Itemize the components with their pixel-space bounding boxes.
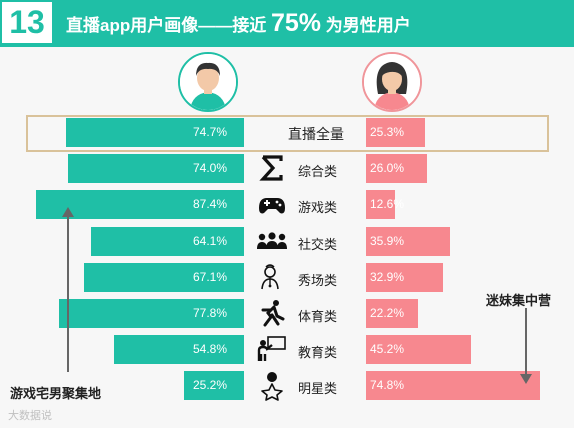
title-prefix: 直播app用户画像——接近	[66, 16, 267, 35]
performer-icon	[256, 261, 288, 293]
page-title: 直播app用户画像——接近 75% 为男性用户	[66, 0, 411, 47]
category-label-2: 游戏类	[298, 200, 338, 216]
value-label-female-2: 12.6%	[370, 197, 405, 212]
bar-male-0	[66, 118, 244, 147]
bar-male-3	[91, 226, 244, 256]
watermark: 大数据说	[8, 410, 52, 422]
bar-female-3	[366, 226, 450, 256]
bar-female-1	[366, 154, 427, 184]
category-label-4: 秀场类	[298, 272, 338, 288]
category-label-5: 体育类	[298, 309, 338, 324]
title-suffix: 为男性用户	[325, 16, 411, 35]
value-label-female-6: 45.2%	[370, 342, 405, 357]
bar-male-1	[67, 154, 244, 184]
bar-female-0	[366, 118, 425, 147]
bar-female-5	[366, 299, 418, 328]
bar-male-6	[113, 335, 244, 365]
left-arrow-head	[62, 207, 74, 217]
value-label-male-1: 74.0%	[193, 161, 228, 176]
category-label-1: 综合类	[298, 164, 338, 180]
male-avatar-icon	[178, 52, 238, 112]
star-person-icon	[256, 369, 288, 402]
category-label-6: 教育类	[298, 345, 338, 361]
sigma-icon	[256, 152, 288, 184]
value-label-male-6: 54.8%	[193, 342, 228, 357]
bar-female-6	[366, 335, 472, 365]
category-label-0: 直播全量	[288, 126, 344, 142]
bar-female-4	[366, 262, 443, 292]
value-label-female-4: 32.9%	[370, 269, 405, 284]
bar-male-7	[184, 371, 244, 401]
female-avatar-icon	[362, 52, 422, 112]
runner-icon	[256, 297, 288, 329]
right-arrow-head	[520, 374, 532, 384]
value-label-female-0: 25.3%	[370, 125, 405, 139]
header-bar: 13 直播app用户画像——接近 75% 为男性用户	[0, 0, 574, 47]
value-label-male-5: 77.8%	[193, 306, 228, 320]
value-label-female-3: 35.9%	[370, 233, 405, 248]
bar-female-2	[366, 190, 396, 220]
bar-male-4	[84, 262, 244, 292]
category-label-7: 明星类	[298, 381, 338, 397]
teacher-icon	[256, 333, 288, 365]
category-label-3: 社交类	[298, 236, 338, 252]
value-label-female-1: 26.0%	[370, 161, 405, 176]
right-annotation: 迷妹集中营	[486, 293, 552, 308]
left-annotation: 游戏宅男聚集地	[10, 386, 102, 401]
highlight-frame	[26, 115, 549, 152]
value-label-female-5: 22.2%	[370, 306, 405, 320]
value-label-male-4: 67.1%	[193, 269, 228, 284]
bar-female-7	[366, 371, 541, 401]
value-label-male-0: 74.7%	[193, 125, 228, 139]
value-label-male-3: 64.1%	[193, 233, 228, 248]
value-label-male-2: 87.4%	[193, 197, 228, 212]
gamepad-icon	[256, 188, 288, 220]
section-number: 13	[9, 4, 45, 40]
value-label-male-7: 25.2%	[193, 378, 228, 393]
people-icon	[256, 225, 288, 257]
bar-male-5	[58, 299, 244, 328]
title-highlight: 75%	[270, 9, 322, 37]
value-label-female-7: 74.8%	[370, 378, 405, 393]
section-number-box: 13	[2, 2, 52, 43]
